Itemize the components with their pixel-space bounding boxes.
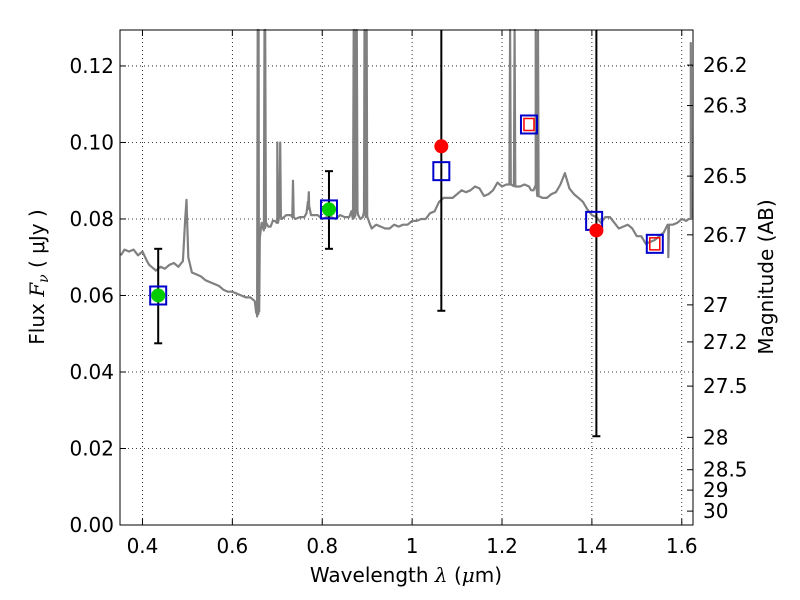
model-point bbox=[432, 161, 451, 182]
y-tick-label: 0.10 bbox=[69, 130, 114, 154]
y-right-tick-label: 26.7 bbox=[703, 223, 748, 247]
y-right-tick-label: 30 bbox=[703, 499, 728, 523]
y-axis-right-title: Magnitude (AB) bbox=[754, 199, 778, 354]
model-point bbox=[519, 114, 538, 135]
x-tick-label: 1.6 bbox=[666, 534, 698, 558]
y-right-tick-label: 27 bbox=[703, 293, 728, 317]
observed-point bbox=[589, 223, 604, 238]
x-axis-title: Wavelength λ (μm) bbox=[310, 563, 502, 587]
observed-point bbox=[151, 288, 166, 303]
y-axis-left-title-prefix: Flux bbox=[25, 297, 49, 345]
y-right-tick-label: 26.5 bbox=[703, 164, 748, 188]
y-tick-label: 0.00 bbox=[69, 513, 114, 537]
x-tick-label: 1.2 bbox=[486, 534, 518, 558]
y-right-tick-label: 27.2 bbox=[703, 330, 748, 354]
x-tick-label: 0.6 bbox=[216, 534, 248, 558]
spectrum-series bbox=[119, 28, 694, 318]
y-tick-label: 0.02 bbox=[69, 436, 114, 460]
grid bbox=[120, 30, 693, 526]
y-right-tick-label: 28.5 bbox=[703, 458, 748, 482]
y-right-tick-label: 27.5 bbox=[703, 374, 748, 398]
y-tick-label: 0.12 bbox=[69, 54, 114, 78]
x-tick-label: 0.8 bbox=[306, 534, 338, 558]
observed-points bbox=[151, 139, 604, 303]
x-axis-title-symbol: λ bbox=[434, 563, 448, 587]
y-right-tick-label: 28 bbox=[703, 425, 728, 449]
x-tick-label: 0.4 bbox=[127, 534, 159, 558]
x-axis-title-unit-open: ( bbox=[448, 563, 462, 587]
y-right-tick-label: 26.3 bbox=[703, 94, 748, 118]
y-tick-label: 0.04 bbox=[69, 360, 114, 384]
x-tick-label: 1.4 bbox=[576, 534, 608, 558]
y-right-tick-label: 29 bbox=[703, 478, 728, 502]
y-axis-left-title: Flux Fν ( μJy ) bbox=[25, 209, 52, 344]
model-inner-point bbox=[649, 237, 661, 251]
model-inner-point bbox=[523, 117, 535, 132]
axis-ticks: 0.4 0.6 0.8 1 1.2 1.4 1.6 0.00 0.02 0.04 0.06 0.08 0… bbox=[69, 30, 748, 558]
model-point bbox=[149, 285, 168, 306]
observed-point bbox=[321, 202, 336, 217]
y-tick-label: 0.08 bbox=[69, 207, 114, 231]
x-axis-title-unit-mu: μ bbox=[462, 563, 475, 587]
y-axis-left-title-unit: ( μJy ) bbox=[25, 209, 49, 274]
x-axis-title-prefix: Wavelength bbox=[310, 563, 435, 587]
y-right-tick-label: 26.2 bbox=[703, 53, 748, 77]
y-axis-left-title-symbol: F bbox=[25, 282, 49, 298]
plot-frame bbox=[119, 29, 694, 526]
x-axis-title-unit-close: m) bbox=[475, 563, 502, 587]
observed-point bbox=[434, 139, 449, 154]
y-axis-left-title-subscript: ν bbox=[36, 274, 52, 283]
y-tick-label: 0.06 bbox=[69, 283, 114, 307]
x-tick-label: 1 bbox=[406, 534, 419, 558]
model-point bbox=[645, 233, 664, 254]
spectrum-line bbox=[119, 28, 694, 318]
model-point bbox=[319, 199, 338, 220]
